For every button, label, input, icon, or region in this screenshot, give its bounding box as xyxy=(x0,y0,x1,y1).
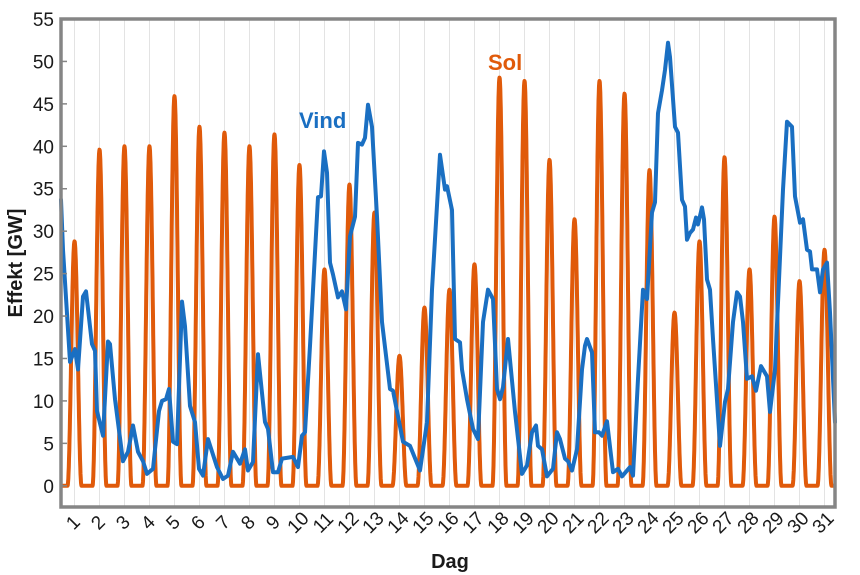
y-tick-label: 25 xyxy=(33,265,54,286)
y-axis-label: Effekt [GW] xyxy=(5,209,27,318)
x-tick-label: 9 xyxy=(262,512,284,534)
x-tick-label: 1 xyxy=(62,512,84,534)
x-tick-label: 7 xyxy=(212,512,234,534)
y-tick-label: 40 xyxy=(33,137,54,158)
y-tick-label: 30 xyxy=(33,222,54,243)
plot-frame xyxy=(59,17,837,509)
y-tick-label: 45 xyxy=(33,95,54,116)
series-label-sol: Sol xyxy=(488,50,522,75)
y-tick-labels: 0 5 10 15 20 25 30 35 40 45 50 55 xyxy=(33,10,67,498)
x-tick-labels: 1 2 3 4 5 6 7 8 91011121314151617181920212223242… xyxy=(62,508,838,538)
y-tick-label: 10 xyxy=(33,392,54,413)
x-tick-label: 2 xyxy=(87,512,109,534)
x-axis-label: Dag xyxy=(431,551,469,573)
series-group xyxy=(59,40,837,488)
x-tick-label: 6 xyxy=(187,512,209,534)
x-tick-label: 4 xyxy=(137,512,160,535)
x-tick-label: 8 xyxy=(237,512,259,534)
x-tick-label: 31 xyxy=(809,508,839,538)
y-tick-label: 15 xyxy=(33,349,54,370)
y-tick-label: 5 xyxy=(43,434,54,455)
y-tick-label: 55 xyxy=(33,10,54,31)
series-label-vind: Vind xyxy=(299,108,346,133)
x-tick-label: 5 xyxy=(162,512,184,534)
x-tick-label: 3 xyxy=(112,512,134,534)
y-tick-label: 50 xyxy=(33,52,54,73)
wind-line xyxy=(59,40,837,481)
y-tick-label: 20 xyxy=(33,307,54,328)
solar-line xyxy=(59,75,837,488)
grid-lines xyxy=(74,19,825,507)
y-tick-label: 0 xyxy=(43,477,54,498)
y-tick-label: 35 xyxy=(33,180,54,201)
